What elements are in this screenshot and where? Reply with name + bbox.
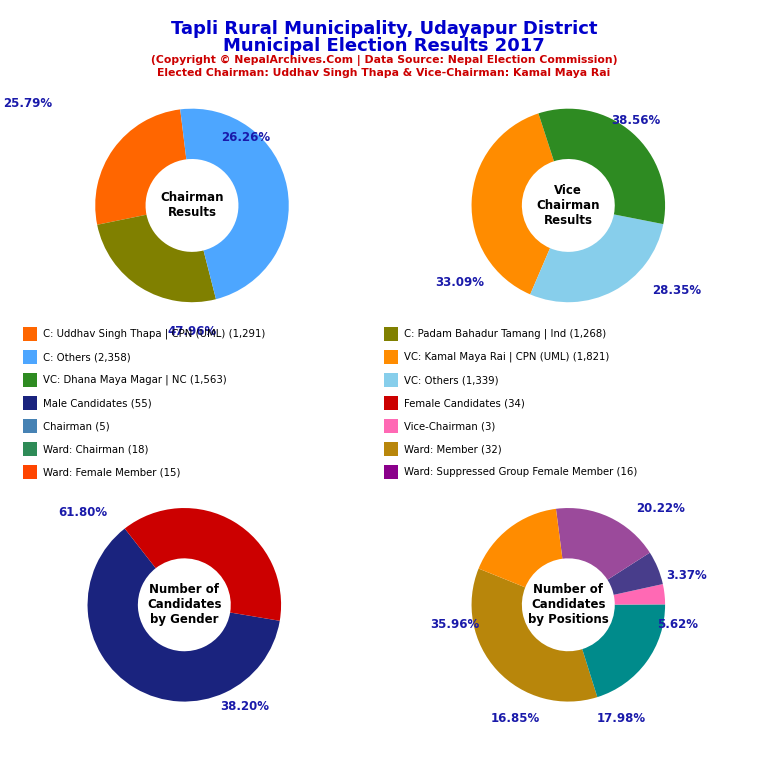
Text: Chairman (5): Chairman (5) [43,421,110,432]
Wedge shape [472,114,554,294]
Wedge shape [88,528,280,701]
Text: 61.80%: 61.80% [58,506,108,519]
Wedge shape [538,109,665,224]
Text: Number of
Candidates
by Gender: Number of Candidates by Gender [147,584,222,626]
Text: Ward: Member (32): Ward: Member (32) [404,444,502,455]
Text: C: Others (2,358): C: Others (2,358) [43,352,131,362]
Text: Number of
Candidates
by Positions: Number of Candidates by Positions [528,584,609,626]
Text: 5.62%: 5.62% [657,617,697,631]
Text: Male Candidates (55): Male Candidates (55) [43,398,152,409]
Text: 16.85%: 16.85% [491,712,540,725]
Wedge shape [582,604,665,697]
Text: 38.56%: 38.56% [611,114,660,127]
Text: Vice
Chairman
Results: Vice Chairman Results [537,184,600,227]
Text: C: Padam Bahadur Tamang | Ind (1,268): C: Padam Bahadur Tamang | Ind (1,268) [404,329,606,339]
Text: 26.26%: 26.26% [220,131,270,144]
Text: 33.09%: 33.09% [435,276,484,290]
Text: 38.20%: 38.20% [220,700,270,713]
Text: Chairman
Results: Chairman Results [161,191,223,220]
Text: Ward: Female Member (15): Ward: Female Member (15) [43,467,180,478]
Wedge shape [607,553,663,595]
Text: (Copyright © NepalArchives.Com | Data Source: Nepal Election Commission): (Copyright © NepalArchives.Com | Data So… [151,55,617,65]
Text: Vice-Chairman (3): Vice-Chairman (3) [404,421,495,432]
Text: 47.96%: 47.96% [167,325,217,338]
Text: 3.37%: 3.37% [667,569,707,582]
Text: Female Candidates (34): Female Candidates (34) [404,398,525,409]
Text: 28.35%: 28.35% [653,283,702,296]
Text: 20.22%: 20.22% [636,502,685,515]
Wedge shape [530,214,664,302]
Text: C: Uddhav Singh Thapa | CPN (UML) (1,291): C: Uddhav Singh Thapa | CPN (UML) (1,291… [43,329,266,339]
Text: 17.98%: 17.98% [597,712,646,725]
Text: VC: Kamal Maya Rai | CPN (UML) (1,821): VC: Kamal Maya Rai | CPN (UML) (1,821) [404,352,609,362]
Wedge shape [556,508,650,580]
Wedge shape [95,109,187,225]
Text: Municipal Election Results 2017: Municipal Election Results 2017 [223,37,545,55]
Text: Tapli Rural Municipality, Udayapur District: Tapli Rural Municipality, Udayapur Distr… [170,20,598,38]
Wedge shape [614,584,665,604]
Wedge shape [478,509,562,588]
Text: VC: Others (1,339): VC: Others (1,339) [404,375,498,386]
Text: Ward: Chairman (18): Ward: Chairman (18) [43,444,148,455]
Text: VC: Dhana Maya Magar | NC (1,563): VC: Dhana Maya Magar | NC (1,563) [43,375,227,386]
Text: 25.79%: 25.79% [3,98,52,111]
Wedge shape [98,215,216,302]
Text: 35.96%: 35.96% [430,617,479,631]
Wedge shape [124,508,281,621]
Wedge shape [180,109,289,300]
Wedge shape [472,568,598,701]
Text: Elected Chairman: Uddhav Singh Thapa & Vice-Chairman: Kamal Maya Rai: Elected Chairman: Uddhav Singh Thapa & V… [157,68,611,78]
Text: Ward: Suppressed Group Female Member (16): Ward: Suppressed Group Female Member (16… [404,467,637,478]
